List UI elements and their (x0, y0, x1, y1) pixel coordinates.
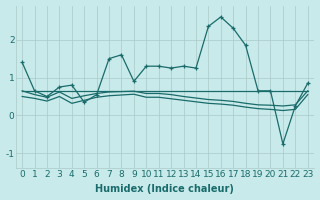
X-axis label: Humidex (Indice chaleur): Humidex (Indice chaleur) (95, 184, 234, 194)
